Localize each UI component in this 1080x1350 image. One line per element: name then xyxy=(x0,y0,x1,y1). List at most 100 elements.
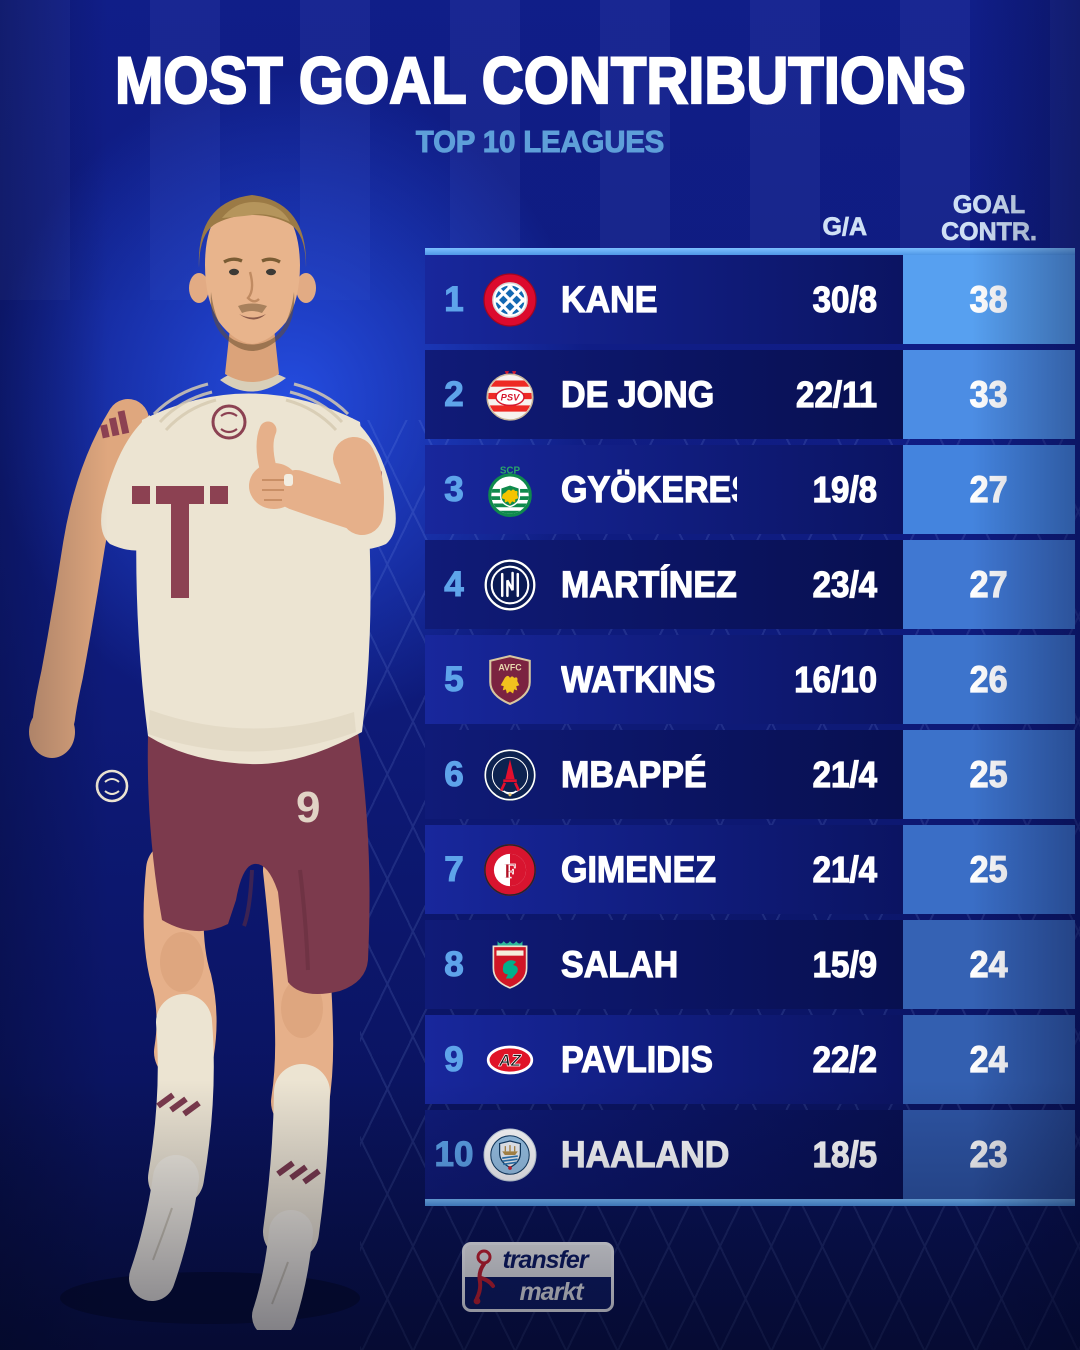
player-head xyxy=(189,195,316,382)
ranking-table: G/A GOAL CONTR. 1 KANE 30/8 38 2 DE JONG… xyxy=(425,190,1075,1206)
player-name: GYÖKERES xyxy=(561,468,737,511)
player-name: GIMENEZ xyxy=(561,848,717,891)
inter-milan-badge xyxy=(483,558,537,612)
table-bottom-accent-bar xyxy=(425,1199,1075,1206)
table-row: 8 SALAH 15/9 24 xyxy=(425,920,1075,1009)
ga-value: 16/10 xyxy=(794,658,878,700)
goal-contr-value: 25 xyxy=(970,753,1009,795)
goal-contr-value: 23 xyxy=(970,1133,1009,1175)
table-row-left: 6 MBAPPÉ 21/4 xyxy=(425,730,903,819)
goal-contr-cell: 38 xyxy=(903,255,1075,344)
psv-badge xyxy=(483,368,537,422)
player-photo-harry-kane: 9 xyxy=(29,195,396,1330)
rank-number: 10 xyxy=(434,1134,474,1174)
table-row: 5 WATKINS 16/10 26 xyxy=(425,635,1075,724)
goal-contr-cell: 25 xyxy=(903,825,1075,914)
table-row-left: 3 GYÖKERES 19/8 xyxy=(425,445,903,534)
aston-villa-badge xyxy=(483,653,537,707)
player-shorts: 9 xyxy=(95,732,370,994)
table-row-left: 4 MARTÍNEZ 23/4 xyxy=(425,540,903,629)
rank-number: 4 xyxy=(444,564,465,604)
table-row-left: 2 DE JONG 22/11 xyxy=(425,350,903,439)
table-row: 2 DE JONG 22/11 33 xyxy=(425,350,1075,439)
liverpool-badge xyxy=(483,938,537,992)
goal-contr-cell: 33 xyxy=(903,350,1075,439)
goal-contr-cell: 23 xyxy=(903,1110,1075,1199)
transfermarkt-player-icon xyxy=(473,1249,495,1305)
manchester-city-badge xyxy=(483,1128,537,1182)
rank-number: 3 xyxy=(444,469,465,509)
table-row-left: 5 WATKINS 16/10 xyxy=(425,635,903,724)
ga-value: 18/5 xyxy=(812,1133,878,1175)
feyenoord-badge xyxy=(483,843,537,897)
goal-contr-value: 24 xyxy=(970,943,1009,985)
player-name: MBAPPÉ xyxy=(561,753,707,796)
rank-number: 9 xyxy=(444,1039,465,1079)
table-row-left: 7 GIMENEZ 21/4 xyxy=(425,825,903,914)
table-row: 7 GIMENEZ 21/4 25 xyxy=(425,825,1075,914)
table-row: 10 HAALAND 18/5 23 xyxy=(425,1110,1075,1199)
sporting-cp-badge xyxy=(483,463,537,517)
table-row-left: 8 SALAH 15/9 xyxy=(425,920,903,1009)
player-name: KANE xyxy=(561,278,658,321)
goal-contr-cell: 27 xyxy=(903,445,1075,534)
table-row: 9 PAVLIDIS 22/2 24 xyxy=(425,1015,1075,1104)
goal-contr-value: 27 xyxy=(970,563,1009,605)
goal-contr-value: 38 xyxy=(970,278,1009,320)
goal-contr-cell: 26 xyxy=(903,635,1075,724)
ga-value: 19/8 xyxy=(812,468,878,510)
goal-contr-value: 33 xyxy=(970,373,1009,415)
ga-value: 30/8 xyxy=(812,278,878,320)
goal-contr-cell: 24 xyxy=(903,1015,1075,1104)
rank-number: 7 xyxy=(444,849,465,889)
player-left-leg xyxy=(129,840,217,1301)
player-name: MARTÍNEZ xyxy=(561,563,737,606)
player-back-arm xyxy=(29,399,149,758)
player-name: WATKINS xyxy=(561,658,716,701)
player-jersey xyxy=(100,370,396,765)
ga-value: 22/2 xyxy=(812,1038,878,1080)
rank-number: 6 xyxy=(444,754,465,794)
table-row: 3 GYÖKERES 19/8 27 xyxy=(425,445,1075,534)
column-header-goal-contr: GOAL CONTR. xyxy=(941,191,1038,246)
table-row-left: 10 HAALAND 18/5 xyxy=(425,1110,903,1199)
ga-value: 15/9 xyxy=(812,943,878,985)
bayern-munich-badge xyxy=(483,273,537,327)
ga-value: 22/11 xyxy=(795,373,877,415)
table-header: G/A GOAL CONTR. xyxy=(425,190,1075,248)
az-alkmaar-badge xyxy=(483,1033,537,1087)
psg-badge xyxy=(483,748,537,802)
rank-number: 8 xyxy=(444,944,465,984)
ga-value: 23/4 xyxy=(812,563,878,605)
page-title: MOST GOAL CONTRIBUTIONS xyxy=(114,42,967,118)
ga-value: 21/4 xyxy=(812,753,878,795)
table-rows: 1 KANE 30/8 38 2 DE JONG 22/11 33 3 GYÖK… xyxy=(425,255,1075,1199)
page-subtitle: TOP 10 LEAGUES xyxy=(415,123,665,159)
table-row: 6 MBAPPÉ 21/4 25 xyxy=(425,730,1075,819)
goal-contr-value: 26 xyxy=(970,658,1009,700)
goal-contr-value: 24 xyxy=(970,1038,1009,1080)
player-shadow xyxy=(60,1272,360,1324)
table-row: 4 MARTÍNEZ 23/4 27 xyxy=(425,540,1075,629)
goal-contr-cell: 27 xyxy=(903,540,1075,629)
goal-contr-cell: 24 xyxy=(903,920,1075,1009)
table-row-left: 1 KANE 30/8 xyxy=(425,255,903,344)
table-top-accent-bar xyxy=(425,248,1075,255)
goal-contr-cell: 25 xyxy=(903,730,1075,819)
table-row-left: 9 PAVLIDIS 22/2 xyxy=(425,1015,903,1104)
player-name: HAALAND xyxy=(561,1133,730,1176)
rank-number: 5 xyxy=(444,659,465,699)
goal-contr-value: 25 xyxy=(970,848,1009,890)
player-name: DE JONG xyxy=(561,373,715,416)
player-name: SALAH xyxy=(561,943,679,986)
ga-value: 21/4 xyxy=(812,848,878,890)
table-row: 1 KANE 30/8 38 xyxy=(425,255,1075,344)
rank-number: 2 xyxy=(444,374,465,414)
rank-number: 1 xyxy=(444,279,465,319)
goal-contr-value: 27 xyxy=(970,468,1009,510)
transfermarkt-logo: transfer markt xyxy=(462,1242,614,1312)
column-header-ga: G/A xyxy=(822,213,867,242)
svg-text:9: 9 xyxy=(296,783,320,832)
player-name: PAVLIDIS xyxy=(561,1038,713,1081)
